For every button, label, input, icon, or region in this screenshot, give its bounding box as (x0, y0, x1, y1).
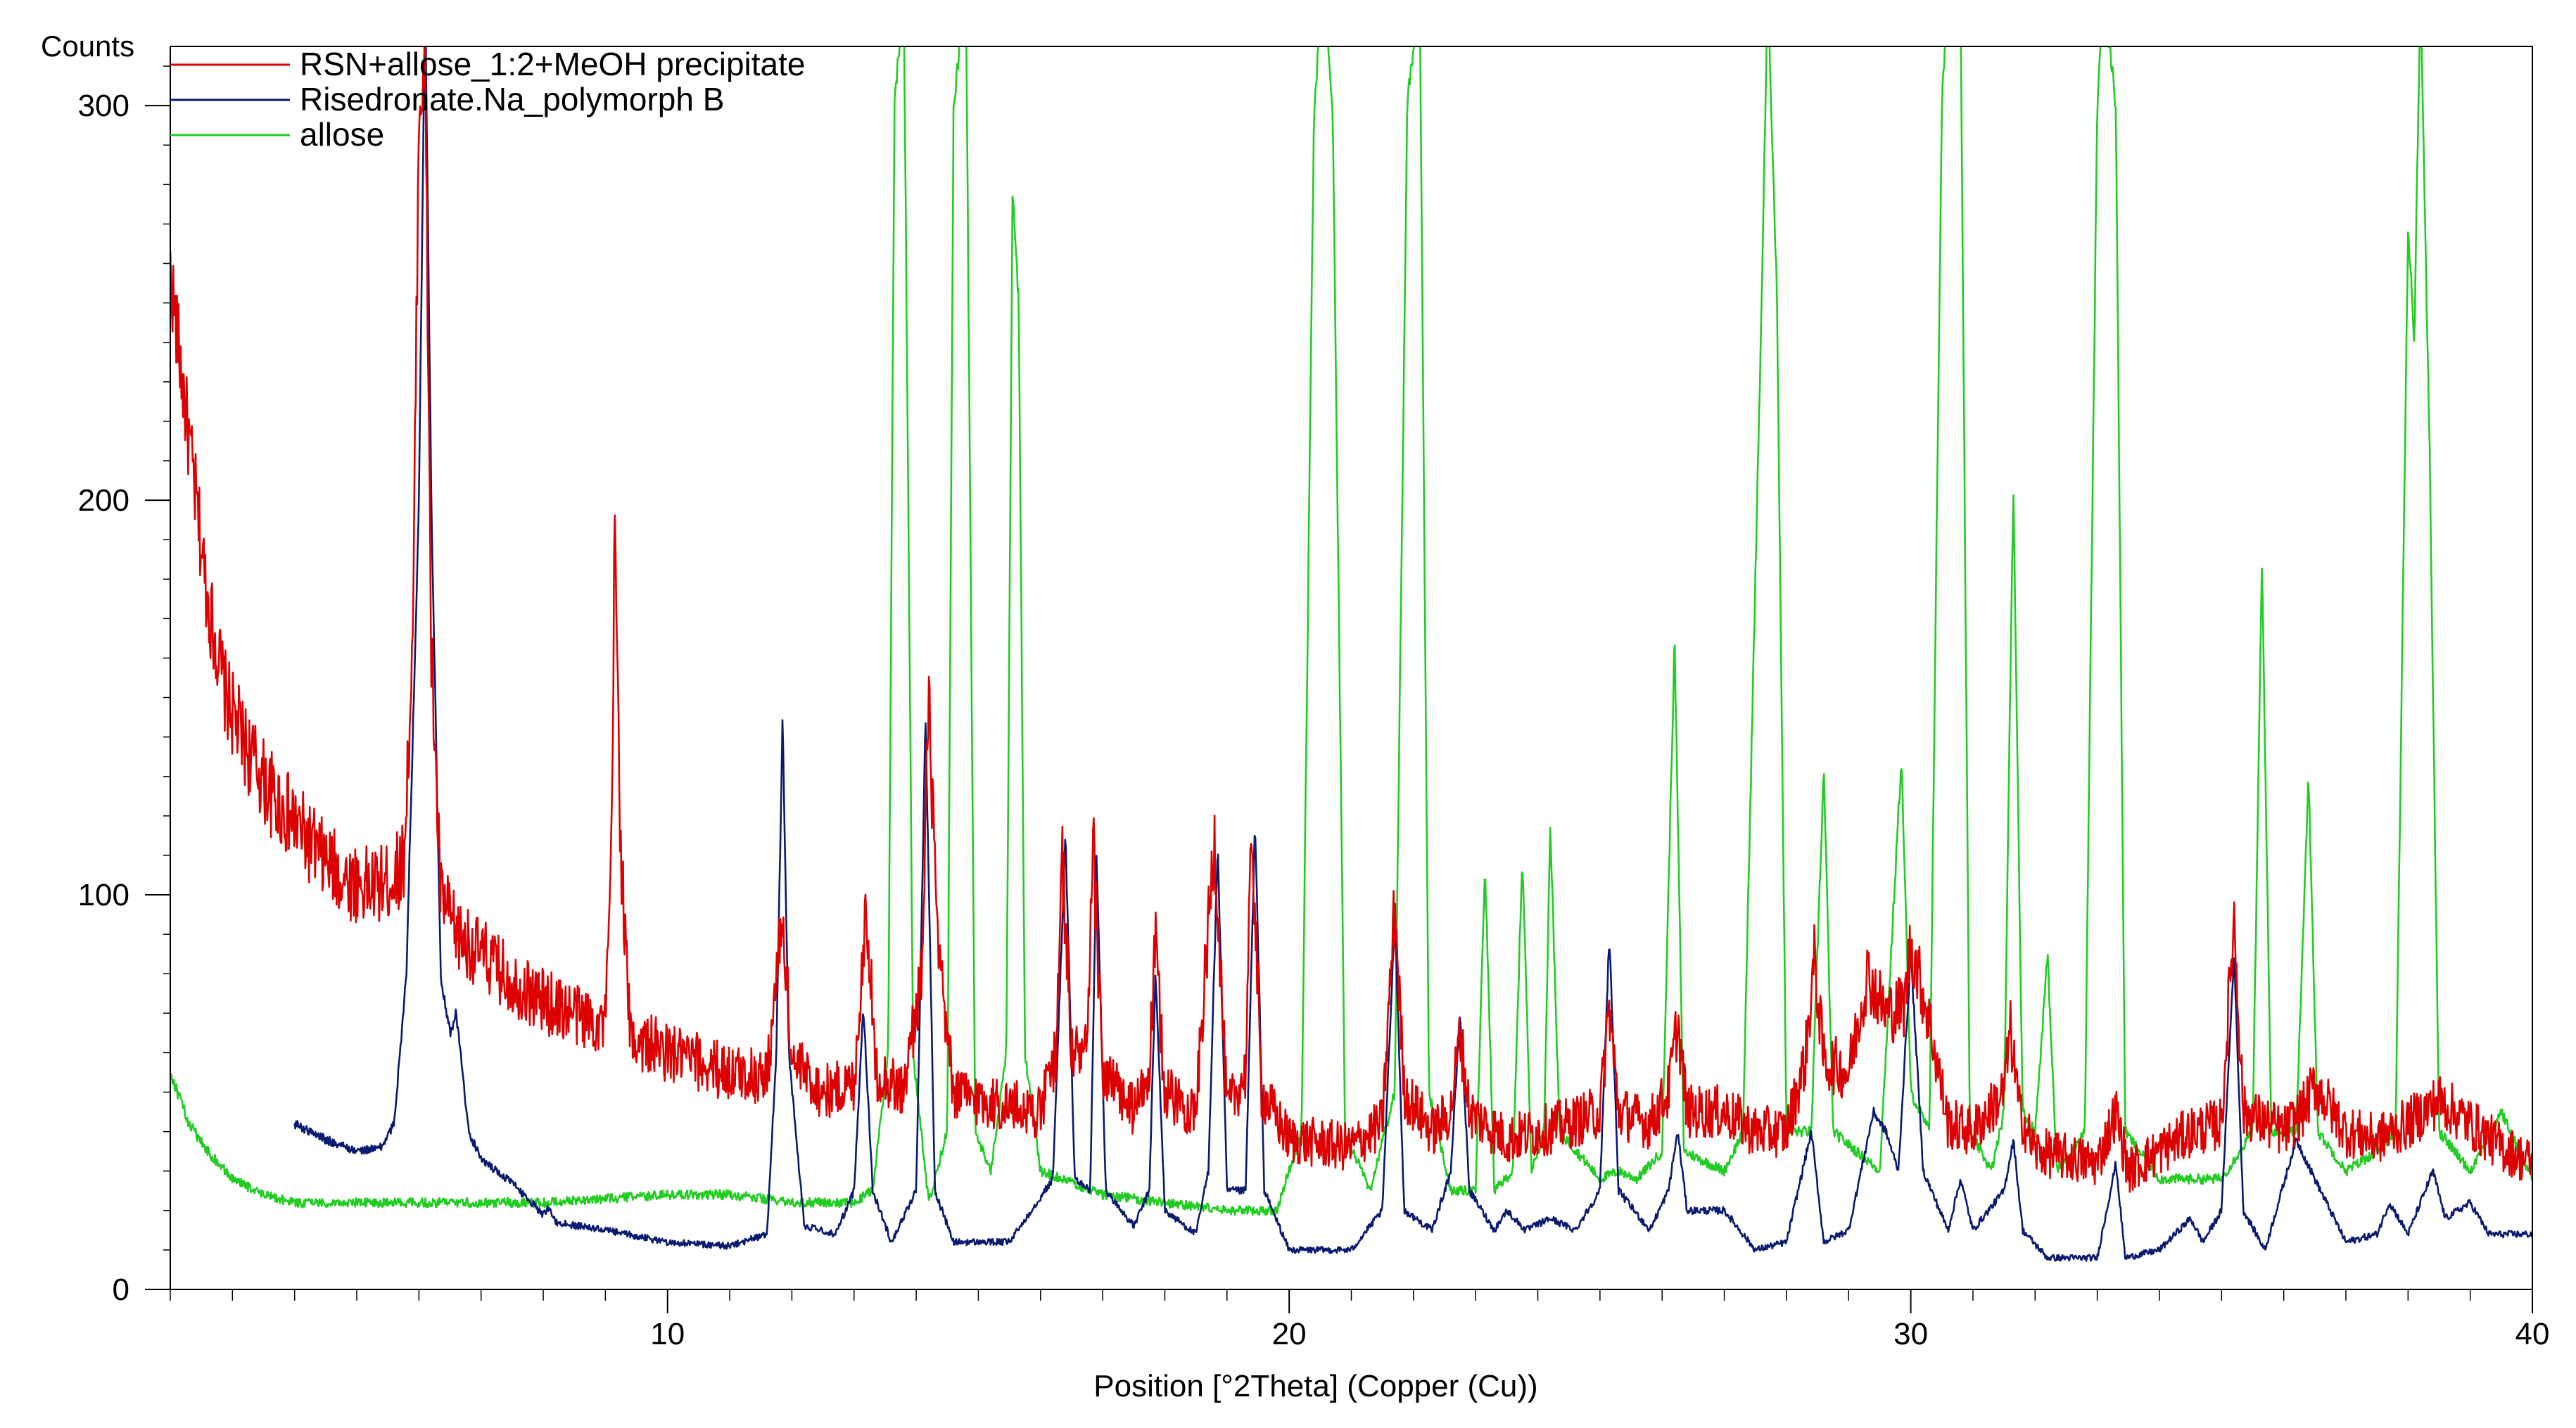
y-axis-unit-label: Counts (41, 30, 134, 63)
y-tick-label: 0 (113, 1273, 129, 1307)
x-axis-label: Position [°2Theta] (Copper (Cu)) (1093, 1369, 1537, 1403)
legend-label: Risedronate.Na_polymorph B (300, 81, 724, 117)
x-tick-label: 30 (1893, 1317, 1928, 1351)
plot-area (170, 46, 2532, 1262)
y-tick-label: 200 (78, 483, 129, 518)
legend: RSN+allose_1:2+MeOH precipitateRisedrona… (170, 46, 805, 153)
x-tick-label: 40 (2515, 1317, 2550, 1351)
y-tick-label: 300 (78, 89, 129, 123)
series-layer (170, 46, 2532, 1262)
x-axis: 10 20 30 40 (170, 1289, 2549, 1351)
legend-label: allose (300, 116, 384, 153)
x-tick-label: 20 (1272, 1317, 1307, 1351)
y-tick-label: 100 (78, 878, 129, 912)
x-tick-label: 10 (650, 1317, 685, 1351)
y-axis: 0 100 200 300 (78, 65, 170, 1307)
legend-label: RSN+allose_1:2+MeOH precipitate (300, 46, 805, 82)
series-line-1 (170, 46, 2532, 1193)
series-line-2 (293, 46, 2532, 1262)
